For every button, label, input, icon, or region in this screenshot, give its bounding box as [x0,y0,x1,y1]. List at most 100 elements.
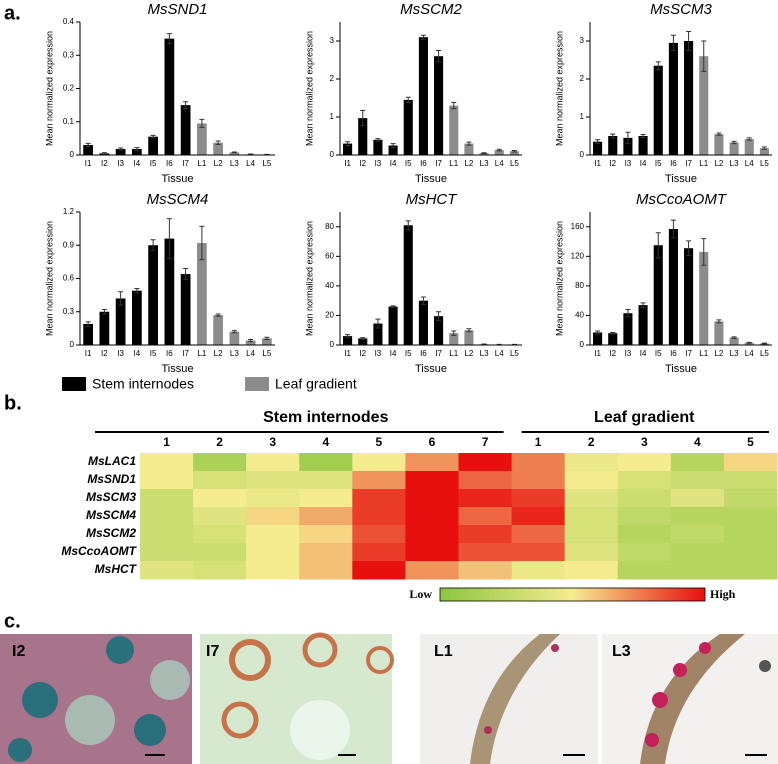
heat-cell [405,525,459,544]
heat-cell [140,561,194,580]
x-tick-label: I3 [375,349,382,358]
error-bar [716,132,722,136]
error-bar [199,118,205,128]
bar [729,337,739,345]
bar [449,105,459,155]
heat-cell [193,543,247,562]
bar [729,142,739,155]
heat-cell [670,453,725,472]
bar [699,251,709,345]
heat-cell [140,489,194,508]
error-bar [436,50,442,63]
bar [593,141,603,155]
y-tick-label: 0 [330,150,335,159]
heat-cell [352,561,406,580]
heat-cell [670,507,725,526]
bar [593,332,603,345]
heat-cell [299,453,353,472]
x-tick-label: I2 [359,159,366,168]
heat-cell [511,561,566,580]
y-tick-label: 160 [571,222,585,231]
micrograph [602,634,778,764]
row-label: MsSND1 [87,472,136,486]
error-bar [686,240,692,257]
bar [245,340,256,345]
x-tick-label: L1 [699,159,708,168]
x-tick-label: I6 [166,349,173,358]
x-tick-label: L1 [699,349,708,358]
heat-cell [299,561,353,580]
heat-cell [564,543,619,562]
bar [358,338,368,345]
bar [115,149,126,155]
bar [418,37,428,156]
y-tick-label: 0 [70,340,75,349]
heat-cell [352,543,406,562]
heat-cell [617,471,672,490]
bar [623,313,633,345]
bar [388,145,398,155]
chart-title: MsHCT [406,191,459,208]
y-tick-label: 0.3 [63,307,75,316]
x-axis-label: Tissue [415,173,447,185]
heat-cell [458,453,513,472]
y-tick-label: 0 [580,150,585,159]
heat-cell [193,471,247,490]
y-axis-label: Mean normalized expression [554,221,564,336]
x-tick-label: I2 [101,349,108,358]
error-bar [375,138,381,142]
bar [418,300,428,345]
y-tick-label: 1.2 [63,207,75,216]
heat-cell [352,471,406,490]
bar [714,134,724,155]
heat-cell [352,507,406,526]
error-bar [511,149,517,153]
x-tick-label: I4 [134,159,141,168]
x-tick-label: I7 [435,349,442,358]
heat-cell [405,471,459,490]
panel-label: b. [4,392,22,414]
error-bar [345,141,351,146]
x-axis-label: Tissue [415,363,447,375]
x-tick-label: L4 [745,349,754,358]
heat-cell [458,543,513,562]
bar [132,290,142,345]
error-bar [595,139,601,145]
x-tick-label: I2 [609,159,616,168]
x-tick-label: I2 [609,349,616,358]
heat-cell [140,453,194,472]
y-tick-label: 40 [575,311,584,320]
bar [434,316,444,345]
heat-cell [299,489,353,508]
bar [262,338,272,345]
x-tick-label: I1 [85,349,92,358]
heat-cell [193,489,247,508]
bar [699,56,709,156]
heat-cell [617,453,672,472]
panel-label: c. [4,610,21,632]
error-bar [166,33,172,45]
x-tick-label: I5 [150,159,157,168]
bar [358,118,368,155]
micrograph [200,632,394,764]
heat-cell [405,507,459,526]
heat-cell [299,471,353,490]
x-tick-label: I3 [117,159,124,168]
x-tick-label: I6 [670,349,677,358]
y-tick-label: 60 [325,251,334,260]
x-tick-label: L2 [214,349,223,358]
error-bar [610,331,616,335]
error-bar [215,140,221,145]
bar [180,105,191,155]
heat-cell [511,489,566,508]
bar [373,323,383,345]
heat-cell [352,489,406,508]
heat-cell [405,453,459,472]
error-bar [360,337,366,340]
x-tick-label: I3 [117,349,124,358]
y-tick-label: 20 [325,311,334,320]
bar [115,298,126,345]
x-tick-label: I7 [182,349,189,358]
heat-cell [511,507,566,526]
